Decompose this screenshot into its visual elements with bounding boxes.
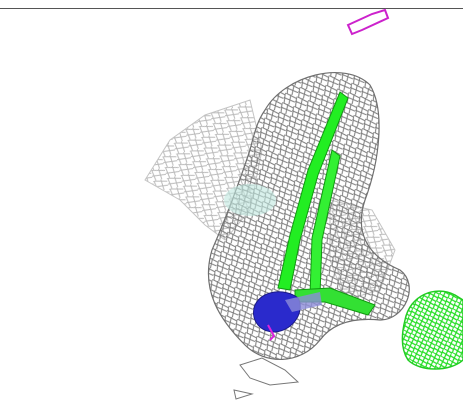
- mesh-debris: [233, 389, 254, 400]
- magenta-fragment: [267, 324, 276, 341]
- cyan-blob: [224, 184, 276, 216]
- green-stick: [277, 91, 349, 291]
- lavender-patch: [285, 292, 322, 312]
- mesh-debris: [239, 357, 300, 386]
- green-mesh: [401, 290, 463, 370]
- magenta-fragment: [346, 8, 390, 36]
- density-mesh: [207, 71, 410, 360]
